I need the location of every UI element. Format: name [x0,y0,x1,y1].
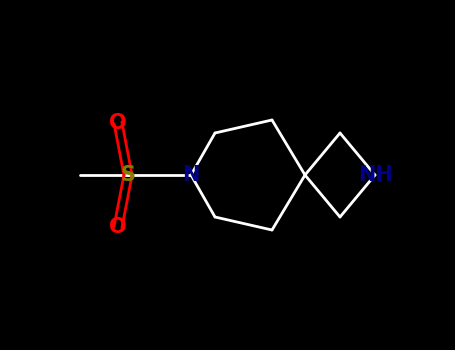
Text: O: O [109,113,127,133]
Text: N: N [182,165,200,185]
Text: S: S [121,165,136,185]
Text: O: O [109,217,127,237]
Text: NH: NH [358,165,392,185]
